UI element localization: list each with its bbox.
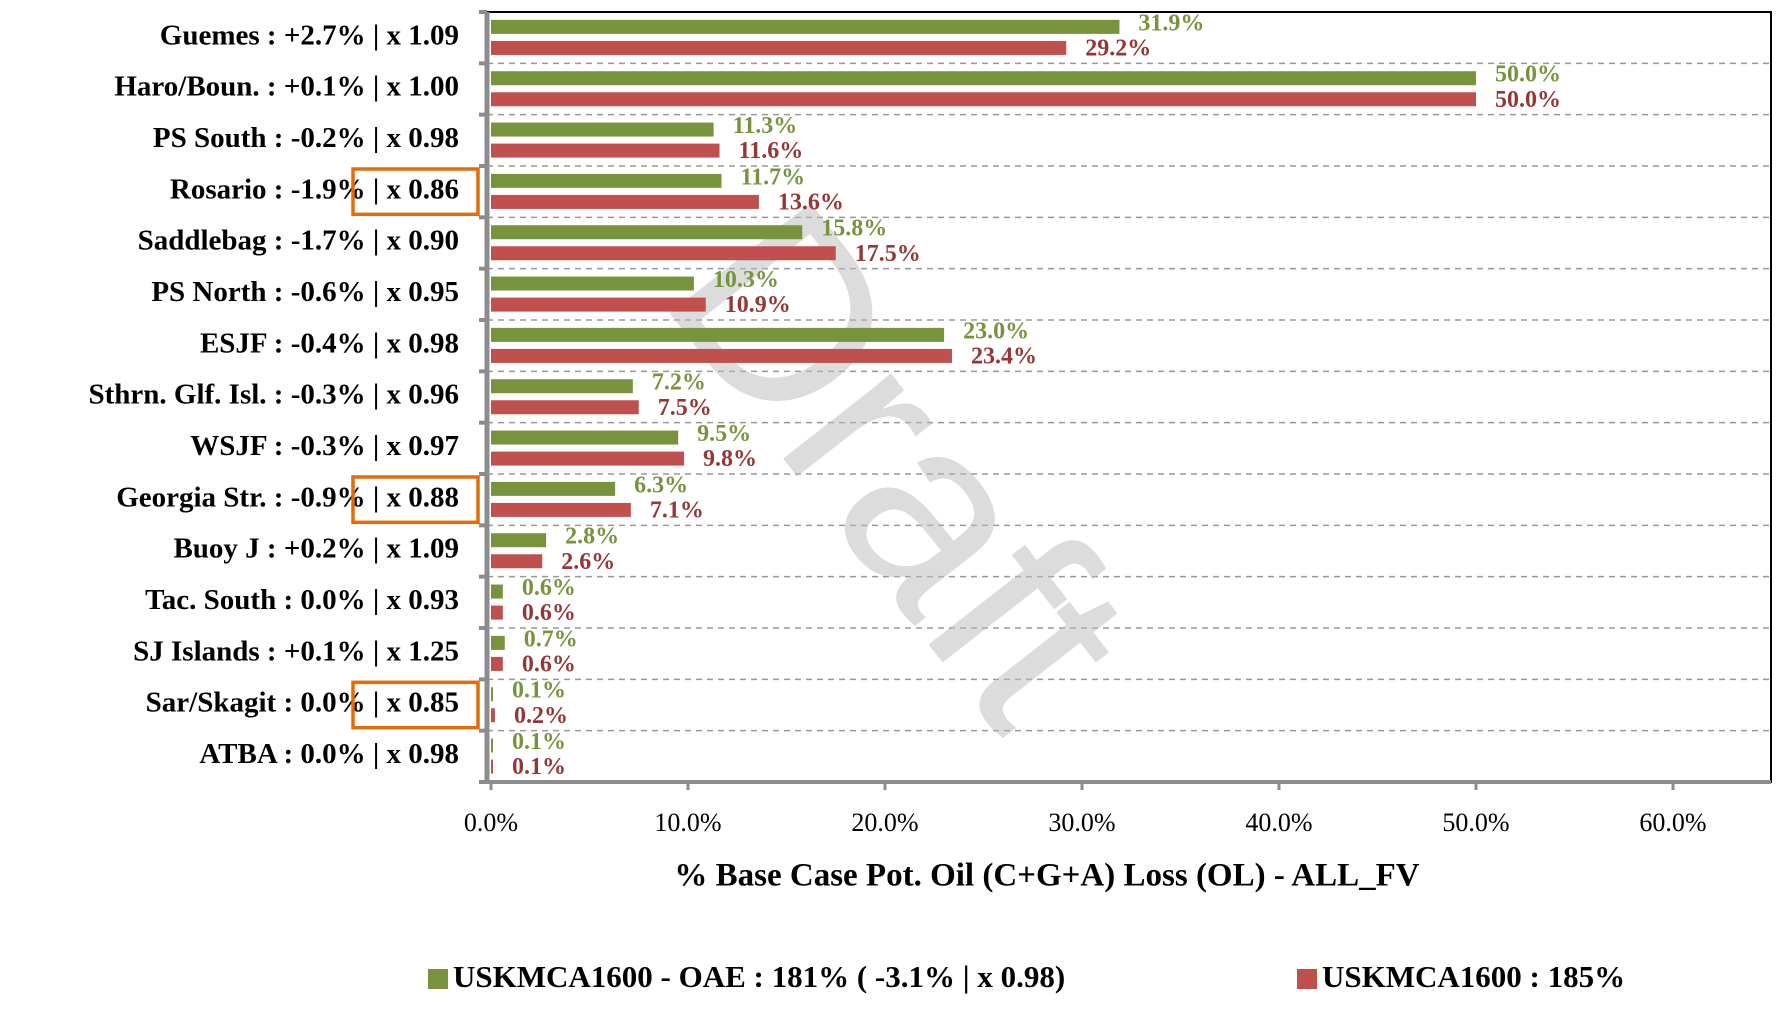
value-label: 13.6% xyxy=(778,189,844,215)
bar xyxy=(491,92,1476,107)
bar xyxy=(491,348,952,363)
y-tick-label: Guemes : +2.7% | x 1.09 xyxy=(160,19,459,51)
value-label: 15.8% xyxy=(821,216,887,242)
value-label: 17.5% xyxy=(855,241,921,267)
legend-swatch xyxy=(428,969,448,989)
bar xyxy=(491,481,616,496)
value-label: 7.1% xyxy=(650,497,704,523)
value-label: 9.8% xyxy=(703,446,757,472)
bar xyxy=(491,687,493,702)
y-tick-label: Rosario : -1.9% | x 0.86 xyxy=(170,173,459,205)
bar xyxy=(491,635,505,650)
y-tick-label: ESJF : -0.4% | x 0.98 xyxy=(200,327,459,359)
bar xyxy=(491,71,1476,86)
y-tick-label: PS North : -0.6% | x 0.95 xyxy=(151,276,459,308)
bar xyxy=(491,533,547,548)
value-label: 11.7% xyxy=(740,164,805,190)
x-axis-title: % Base Case Pot. Oil (C+G+A) Loss (OL) -… xyxy=(674,858,1419,894)
bar xyxy=(491,584,503,599)
value-label: 50.0% xyxy=(1495,62,1561,88)
value-label: 11.6% xyxy=(739,138,804,164)
value-label: 0.1% xyxy=(512,729,566,755)
y-tick-label: PS South : -0.2% | x 0.98 xyxy=(153,122,459,154)
value-label: 10.3% xyxy=(713,267,779,293)
x-tick-label: 60.0% xyxy=(1639,808,1706,837)
value-label: 23.0% xyxy=(963,318,1029,344)
y-tick-label: WSJF : -0.3% | x 0.97 xyxy=(190,430,459,462)
bar xyxy=(491,379,633,394)
x-tick-label: 50.0% xyxy=(1442,808,1509,837)
value-label: 7.2% xyxy=(652,370,706,396)
bar xyxy=(491,276,694,291)
bar xyxy=(491,122,714,137)
bar xyxy=(491,605,503,620)
value-label: 50.0% xyxy=(1495,87,1561,113)
bar xyxy=(491,19,1120,34)
x-tick-label: 30.0% xyxy=(1048,808,1115,837)
value-label: 2.6% xyxy=(561,549,615,575)
highlight-box xyxy=(351,475,480,525)
value-label: 0.1% xyxy=(512,754,566,780)
bar xyxy=(491,40,1067,55)
value-label: 9.5% xyxy=(697,421,751,447)
value-label: 6.3% xyxy=(634,472,688,498)
bar xyxy=(491,327,945,342)
bar xyxy=(491,430,679,445)
y-tick-label: Georgia Str. : -0.9% | x 0.88 xyxy=(116,481,459,513)
value-label: 29.2% xyxy=(1085,35,1151,61)
bar xyxy=(491,759,493,774)
value-label: 10.9% xyxy=(725,292,791,318)
x-tick-label: 20.0% xyxy=(851,808,918,837)
y-tick-label: Tac. South : 0.0% | x 0.93 xyxy=(145,584,459,616)
bar xyxy=(491,225,803,240)
bar xyxy=(491,246,836,261)
y-tick-label: ATBA : 0.0% | x 0.98 xyxy=(199,738,459,770)
legend-label: USKMCA1600 : 185% xyxy=(1322,959,1625,994)
y-tick-label: Sthrn. Glf. Isl. : -0.3% | x 0.96 xyxy=(88,379,459,411)
bar xyxy=(491,656,503,671)
value-label: 2.8% xyxy=(565,524,619,550)
value-label: 0.2% xyxy=(514,703,568,729)
y-tick-label: Buoy J : +0.2% | x 1.09 xyxy=(173,533,459,565)
legend-label: USKMCA1600 - OAE : 181% ( -3.1% | x 0.98… xyxy=(453,959,1065,994)
y-tick-label: Haro/Boun. : +0.1% | x 1.00 xyxy=(114,71,459,103)
highlight-box xyxy=(351,680,480,730)
x-tick-label: 40.0% xyxy=(1245,808,1312,837)
value-label: 0.6% xyxy=(522,600,576,626)
value-label: 11.3% xyxy=(733,113,798,139)
bar xyxy=(491,502,631,517)
legend-swatch xyxy=(1297,969,1317,989)
x-tick-label: 10.0% xyxy=(654,808,721,837)
value-label: 31.9% xyxy=(1138,10,1204,36)
value-label: 7.5% xyxy=(658,395,712,421)
value-label: 0.6% xyxy=(522,651,576,677)
x-tick-label: 0.0% xyxy=(464,808,518,837)
bar xyxy=(491,738,493,753)
bar xyxy=(491,194,759,209)
y-tick-label: SJ Islands : +0.1% | x 1.25 xyxy=(133,635,459,667)
value-label: 0.1% xyxy=(512,678,566,704)
y-tick-label: Sar/Skagit : 0.0% | x 0.85 xyxy=(146,687,459,719)
bar xyxy=(491,451,685,466)
bar xyxy=(491,708,495,723)
value-label: 0.7% xyxy=(524,626,578,652)
bar xyxy=(491,554,543,569)
value-label: 0.6% xyxy=(522,575,576,601)
bar xyxy=(491,400,639,415)
highlight-box xyxy=(351,167,480,217)
y-tick-label: Saddlebag : -1.7% | x 0.90 xyxy=(138,225,459,257)
bar xyxy=(491,297,706,312)
bar xyxy=(491,143,720,158)
bar xyxy=(491,173,722,188)
value-label: 23.4% xyxy=(971,343,1037,369)
